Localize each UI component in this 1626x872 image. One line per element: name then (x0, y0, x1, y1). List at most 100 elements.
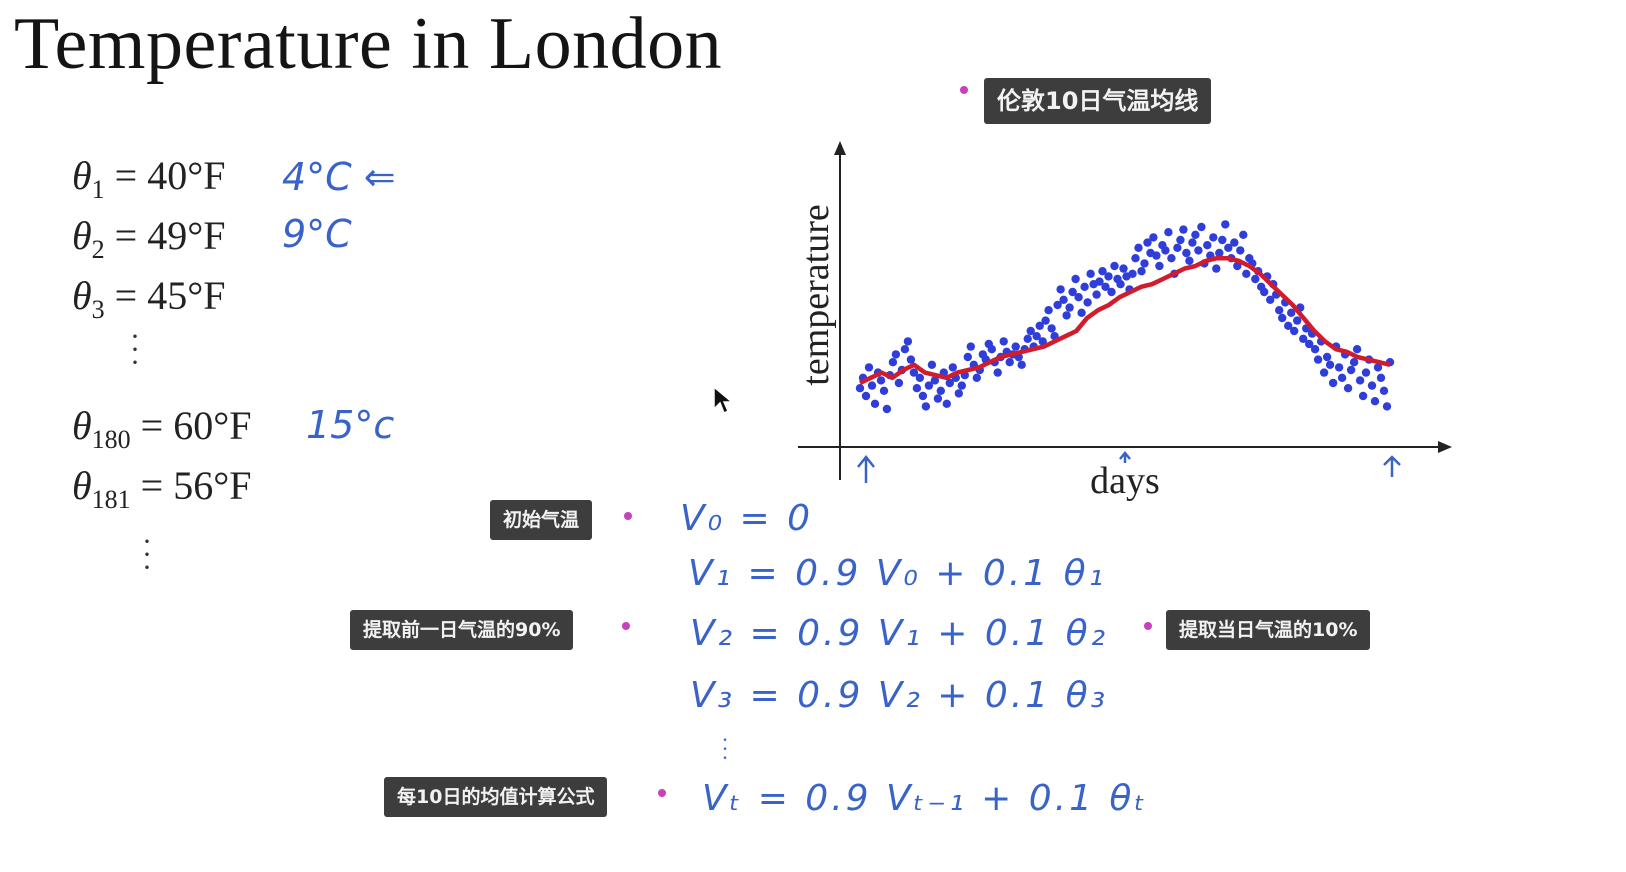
temperature-point (867, 381, 877, 390)
temperature-point (1005, 358, 1014, 367)
chart-caption-tag: 伦敦10日气温均线 (984, 78, 1212, 124)
annotation-dot (658, 789, 666, 797)
temperature-point (1023, 334, 1032, 343)
temperature-point (930, 376, 940, 385)
vertical-ellipsis: · · · (130, 320, 140, 379)
temperature-point (1352, 345, 1362, 354)
temperature-point (1086, 269, 1095, 278)
temperature-point (1275, 306, 1284, 315)
temperature-point (1167, 254, 1176, 263)
temperature-point (1107, 287, 1116, 297)
arrow-up-icon (1119, 451, 1131, 463)
temperature-point (1110, 261, 1119, 271)
vertical-ellipsis-bottom: · · · (142, 525, 152, 584)
handwritten-formula-v3: V₃ = 0.9 V₂ + 0.1 θ₃ (690, 675, 1109, 716)
temperature-point (993, 368, 1002, 377)
temperature-point (1328, 378, 1338, 388)
formula-tag: 每10日的均值计算公式 (384, 777, 608, 817)
temperature-point (1038, 337, 1047, 346)
equation-theta-3: θ3 = 45°F (72, 273, 226, 324)
temperature-point (1152, 251, 1161, 260)
temperature-point (1334, 363, 1344, 372)
moving-average-line (859, 255, 1391, 386)
temperature-point (1379, 386, 1389, 395)
temperature-point (891, 350, 901, 359)
temperature-point (1068, 287, 1077, 297)
temperature-point (1203, 241, 1212, 250)
temperature-point (909, 368, 919, 377)
temperature-point (861, 391, 871, 401)
temperature-point (1044, 306, 1053, 315)
temperature-point (1080, 282, 1089, 291)
annotation-dot (960, 86, 968, 94)
temperature-point (882, 404, 892, 414)
temperature-point (1173, 243, 1182, 252)
temperature-point (879, 386, 889, 395)
temperature-point (1194, 246, 1203, 255)
temperature-point (1337, 373, 1347, 382)
temperature-point (1077, 308, 1086, 317)
temperature-point (1305, 339, 1314, 349)
temperature-point (1358, 391, 1368, 401)
temperature-point (933, 394, 943, 403)
temperature-point (954, 389, 963, 398)
temperature-point (1266, 295, 1275, 304)
temperature-point (1355, 376, 1365, 385)
temperature-point (1209, 233, 1218, 242)
temperature-point (1260, 287, 1269, 297)
temperature-point (894, 378, 904, 388)
temperature-point (1346, 365, 1356, 375)
temperature-point (1221, 220, 1230, 229)
temperature-point (999, 337, 1008, 346)
annotation-dot (624, 512, 632, 520)
temperature-point (1179, 225, 1188, 234)
temperature-point (924, 381, 934, 390)
handwritten-formula-v0: V₀ = 0 (680, 498, 814, 539)
temperature-point (1026, 326, 1035, 336)
annotation-dot (1144, 622, 1152, 630)
equation-theta-2: θ2 = 49°F (72, 213, 226, 264)
equation-theta-1: θ1 = 40°F (72, 153, 226, 204)
temperature-point (1212, 264, 1221, 273)
temperature-point (945, 378, 954, 388)
temperature-point (1191, 230, 1200, 239)
temperature-point (1319, 368, 1329, 377)
temperature-point (1101, 282, 1110, 291)
temperature-point (1149, 233, 1158, 242)
y-axis-arrow (834, 141, 846, 155)
handwritten-arrows (857, 451, 1401, 483)
temperature-point (1310, 345, 1320, 354)
current-day-10-tag: 提取当日气温的10% (1166, 610, 1371, 650)
temperature-point (1164, 228, 1173, 237)
temperature-point (1098, 267, 1107, 276)
temperature-point (1071, 274, 1080, 284)
temperature-point (1128, 269, 1137, 278)
temperature-point (1290, 326, 1299, 336)
temperature-point (915, 373, 925, 382)
temperature-point (1224, 243, 1233, 252)
temperature-point (1233, 261, 1242, 271)
temperature-point (1083, 298, 1092, 307)
temperature-point (918, 391, 928, 401)
arrow-up-icon (857, 454, 875, 483)
handwritten-ellipsis: · · · (721, 727, 729, 770)
temperature-point (1047, 324, 1056, 333)
temperature-point (972, 373, 981, 382)
handwritten-formula-vt: Vₜ = 0.9 Vₜ₋₁ + 0.1 θₜ (702, 778, 1149, 819)
temperature-point (1349, 358, 1359, 367)
temperature-point (864, 363, 874, 372)
temperature-point (1035, 321, 1044, 330)
temperature-point (1053, 300, 1062, 310)
temperature-point (1092, 290, 1101, 299)
temperature-point (1218, 235, 1227, 245)
temperature-point (1197, 222, 1206, 232)
temperature-point (1017, 360, 1026, 369)
temperature-point (1095, 277, 1104, 286)
temperature-point (855, 384, 865, 393)
temperature-point (900, 345, 910, 354)
temperature-point (1367, 381, 1377, 390)
temperature-point (903, 337, 913, 346)
equation-theta-180: θ180 = 60°F (72, 403, 252, 454)
temperature-point (912, 384, 922, 393)
temperature-point (987, 345, 996, 354)
